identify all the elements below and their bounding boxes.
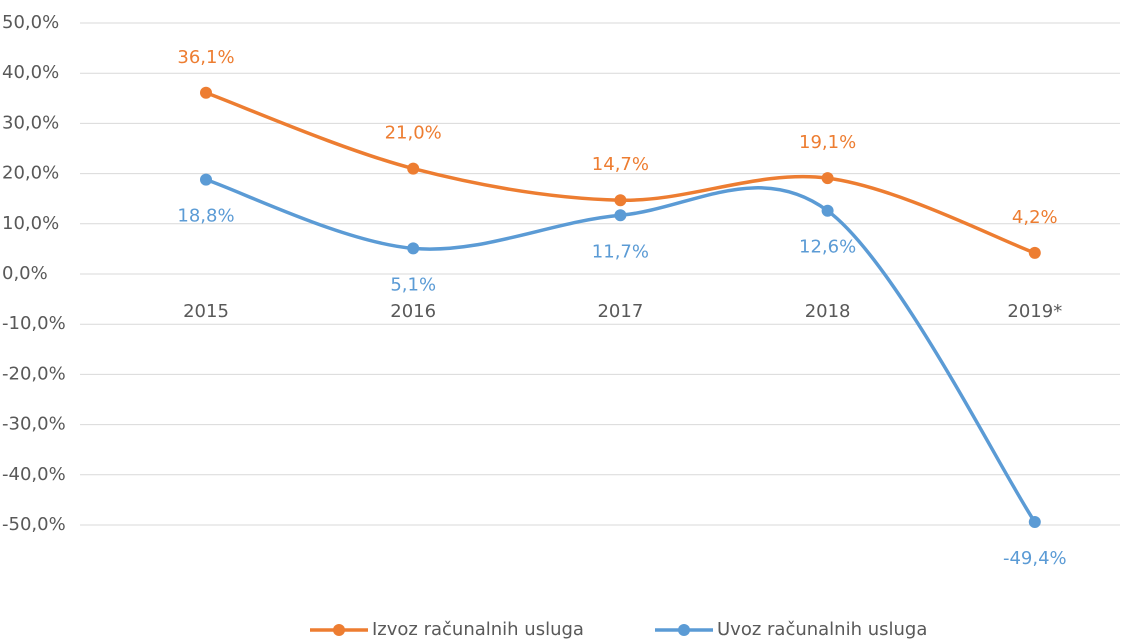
y-tick-label: 0,0% <box>2 263 48 284</box>
data-label: 11,7% <box>592 241 649 262</box>
y-tick-label: 10,0% <box>2 213 59 234</box>
x-tick-label: 2017 <box>597 301 643 322</box>
y-tick-label: -40,0% <box>2 464 66 485</box>
y-tick-label: -10,0% <box>2 313 66 334</box>
y-tick-label: 40,0% <box>2 62 59 83</box>
y-tick-label: -20,0% <box>2 363 66 384</box>
data-label: 5,1% <box>390 274 436 295</box>
point <box>407 162 420 175</box>
y-tick-label: 20,0% <box>2 163 59 184</box>
y-tick-label: -30,0% <box>2 414 66 435</box>
data-label: -49,4% <box>1003 548 1067 569</box>
y-tick-label: 50,0% <box>2 12 59 33</box>
x-tick-label: 2015 <box>183 301 229 322</box>
data-label: 18,8% <box>177 206 234 227</box>
y-tick-label: 30,0% <box>2 112 59 133</box>
data-label: 12,6% <box>799 237 856 258</box>
legend-marker <box>678 624 690 636</box>
legend-label: Izvoz računalnih usluga <box>372 619 584 640</box>
legend-marker <box>333 624 345 636</box>
y-tick-label: -50,0% <box>2 514 66 535</box>
point <box>614 194 627 207</box>
point <box>200 86 212 99</box>
x-tick-label: 2019* <box>1007 301 1062 322</box>
data-label: 21,0% <box>385 123 442 144</box>
data-label: 19,1% <box>799 132 856 153</box>
legend-label: Uvoz računalnih usluga <box>717 619 927 640</box>
point <box>200 173 212 186</box>
data-label: 14,7% <box>592 154 649 175</box>
point <box>821 172 834 185</box>
x-tick-label: 2018 <box>805 301 851 322</box>
point <box>821 204 834 217</box>
point <box>407 242 420 255</box>
series-line <box>205 177 1037 523</box>
point <box>1028 515 1041 528</box>
point <box>614 209 627 222</box>
point <box>1028 246 1041 259</box>
data-label: 36,1% <box>177 47 234 68</box>
data-label: 4,2% <box>1012 207 1058 228</box>
x-tick-label: 2016 <box>390 301 436 322</box>
